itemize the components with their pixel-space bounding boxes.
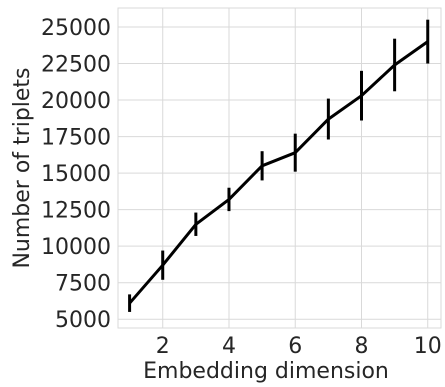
x-tick-label: 6 [288,334,302,359]
x-tick-label: 8 [354,334,368,359]
y-tick-label: 10000 [41,235,111,260]
x-tick-label: 2 [156,334,170,359]
y-tick-label: 15000 [41,162,111,187]
x-axis-label: Embedding dimension [143,359,389,384]
x-tick-label: 4 [222,334,236,359]
y-tick-label: 20000 [41,89,111,114]
y-axis-label: Number of triplets [10,67,35,268]
grid [118,8,441,328]
plot-area [117,7,442,329]
y-tick-label: 22500 [41,53,111,78]
series-line [128,40,429,305]
y-tick-label: 25000 [41,16,111,41]
y-tick-label: 12500 [41,199,111,224]
y-tick-label: 5000 [55,308,111,333]
y-tick-label: 7500 [55,272,111,297]
y-tick-labels: 5000 7500 10000 12500 15000 17500 20000 22500 25… [41,16,111,333]
x-tick-label: 10 [414,334,442,359]
x-tick-labels: 2 4 6 8 10 [156,334,442,359]
y-tick-label: 17500 [41,126,111,151]
